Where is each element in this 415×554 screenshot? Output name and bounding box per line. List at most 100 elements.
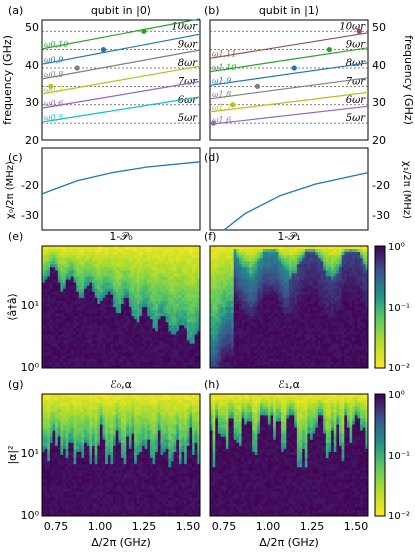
heatmap-cell xyxy=(238,364,242,369)
heatmap-cell xyxy=(249,331,253,335)
heatmap-cell xyxy=(181,310,185,314)
heatmap-cell xyxy=(307,346,311,351)
heatmap-cell xyxy=(328,270,332,274)
heatmap-cell xyxy=(44,328,48,332)
heatmap-cell xyxy=(42,349,46,354)
heatmap-cell xyxy=(254,334,258,338)
heatmap-cell xyxy=(349,355,353,360)
heatmap-cell xyxy=(44,334,48,338)
heatmap-cell xyxy=(294,285,298,290)
heatmap-cell xyxy=(252,349,256,354)
heatmap-cell xyxy=(194,325,198,329)
heatmap-cell xyxy=(126,246,130,250)
heatmap-cell xyxy=(299,316,303,320)
heatmap-cell xyxy=(286,307,290,311)
heatmap-cell xyxy=(99,343,103,348)
heatmap-cell xyxy=(176,316,180,320)
heatmap-cell xyxy=(294,319,298,323)
heatmap-cell xyxy=(215,249,219,253)
heatmap-cell xyxy=(73,343,77,348)
heatmap-cell xyxy=(299,352,303,357)
heatmap-cell xyxy=(328,252,332,256)
heatmap-cell xyxy=(217,355,221,360)
heatmap-cell xyxy=(63,294,67,299)
heatmap-cell xyxy=(155,255,159,259)
heatmap-cell xyxy=(149,328,153,332)
heatmap-cell xyxy=(176,261,180,265)
heatmap-cell xyxy=(241,349,245,354)
heatmap-cell xyxy=(65,255,69,259)
heatmap-cell xyxy=(176,258,180,262)
heatmap-cell xyxy=(265,252,269,256)
heatmap-cell xyxy=(115,279,119,283)
heatmap-cell xyxy=(49,282,53,287)
heatmap-cell xyxy=(265,358,269,363)
heatmap-cell xyxy=(339,258,343,262)
heatmap-cell xyxy=(44,294,48,299)
heatmap-cell xyxy=(217,349,221,354)
heatmap-cell xyxy=(115,313,119,317)
heatmap-cell xyxy=(252,313,256,317)
heatmap-cell xyxy=(352,276,356,280)
heatmap-cell xyxy=(73,331,77,335)
panel-h-title: ℰ₁,α xyxy=(278,378,300,391)
heatmap-cell xyxy=(57,294,61,299)
heatmap-cell xyxy=(281,319,285,323)
heatmap-cell xyxy=(197,355,201,360)
heatmap-cell xyxy=(273,349,277,354)
heatmap-cell xyxy=(118,297,122,302)
heatmap-cell xyxy=(118,331,122,335)
heatmap-cell xyxy=(123,288,127,293)
heatmap-cell xyxy=(336,261,340,265)
heatmap-cell xyxy=(94,361,98,366)
heatmap-cell xyxy=(131,273,135,277)
heatmap-cell xyxy=(94,352,98,357)
heatmap-cell xyxy=(86,267,90,271)
heatmap-cell xyxy=(115,291,119,296)
heatmap-cell xyxy=(168,252,172,256)
heatmap-cell xyxy=(52,319,56,323)
heatmap-cell xyxy=(233,252,237,256)
heatmap-cell xyxy=(231,319,235,323)
heatmap-cell xyxy=(325,303,329,308)
heatmap-cell xyxy=(252,319,256,323)
heatmap-cell xyxy=(160,297,164,302)
heatmap-cell xyxy=(168,285,172,290)
heatmap-cell xyxy=(289,319,293,323)
heatmap-cell xyxy=(249,267,253,271)
heatmap-cell xyxy=(228,270,232,274)
heatmap-cell xyxy=(215,297,219,302)
heatmap-cell xyxy=(267,294,271,299)
heatmap-cell xyxy=(346,319,350,323)
heatmap-cell xyxy=(281,361,285,366)
heatmap-cell xyxy=(118,322,122,326)
heatmap-cell xyxy=(265,297,269,302)
heatmap-cell xyxy=(173,297,177,302)
heatmap-cell xyxy=(89,328,93,332)
heatmap-cell xyxy=(325,294,329,299)
resonance-marker xyxy=(210,120,217,126)
heatmap-cell xyxy=(283,282,287,287)
heatmap-cell xyxy=(160,273,164,277)
heatmap-cell xyxy=(294,291,298,296)
heatmap-cell xyxy=(365,364,369,369)
heatmap-cell xyxy=(302,355,306,360)
heatmap-cell xyxy=(186,270,190,274)
heatmap-cell xyxy=(273,270,277,274)
heatmap-cell xyxy=(349,340,353,344)
heatmap-cell xyxy=(323,313,327,317)
heatmap-cell xyxy=(173,282,177,287)
heatmap-cell xyxy=(123,355,127,360)
heatmap-cell xyxy=(336,364,340,369)
heatmap-cell xyxy=(63,316,67,320)
heatmap-cell xyxy=(225,261,229,265)
heatmap-cell xyxy=(105,300,109,305)
heatmap-cell xyxy=(73,246,77,250)
heatmap-cell xyxy=(341,343,345,348)
heatmap-cell xyxy=(317,261,321,265)
heatmap-cell xyxy=(44,340,48,344)
heatmap-cell xyxy=(189,294,193,299)
heatmap-cell xyxy=(160,319,164,323)
heatmap-cell xyxy=(231,316,235,320)
heatmap-cell xyxy=(228,291,232,296)
